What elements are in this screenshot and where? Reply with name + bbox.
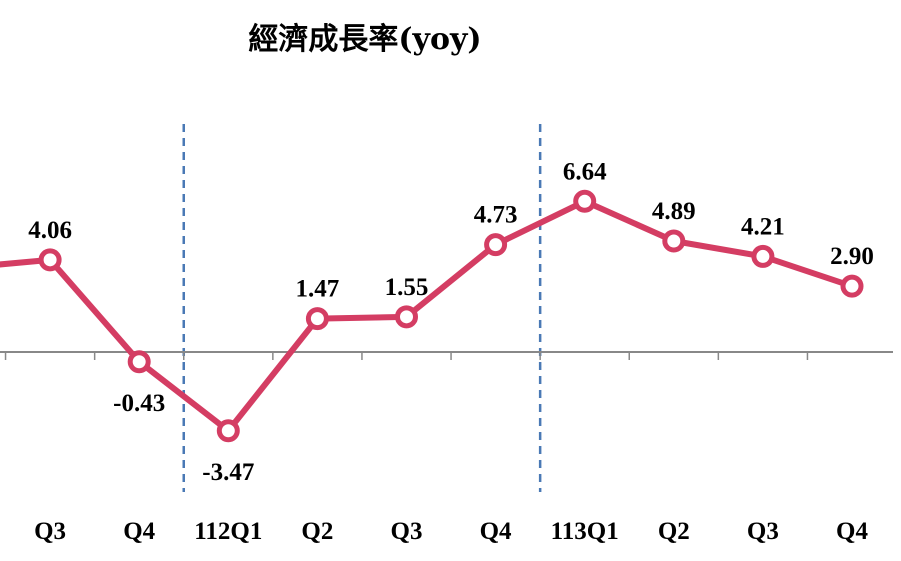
data-point bbox=[395, 305, 418, 329]
data-label: 6.64 bbox=[563, 158, 607, 185]
x-tick-label: Q3 bbox=[34, 518, 66, 545]
x-tick-label: Q4 bbox=[480, 518, 512, 545]
data-point bbox=[305, 307, 329, 331]
x-tick-label: Q4 bbox=[123, 518, 155, 545]
data-point bbox=[662, 229, 686, 253]
data-points bbox=[38, 189, 864, 443]
x-tick-labels: Q3 Q4 112Q1 Q2 Q3 Q4 113Q1 Q2 Q3 Q4 bbox=[34, 518, 868, 545]
x-tick-label: 112Q1 bbox=[194, 518, 262, 545]
data-label: 4.73 bbox=[474, 202, 518, 229]
data-label: -0.43 bbox=[113, 390, 165, 417]
x-axis bbox=[0, 351, 893, 360]
data-point bbox=[484, 233, 508, 257]
chart-title: 經濟成長率(yoy) bbox=[248, 22, 482, 57]
data-label: 1.55 bbox=[385, 274, 429, 301]
data-point bbox=[573, 189, 597, 213]
data-point bbox=[127, 350, 151, 374]
data-point bbox=[751, 244, 775, 268]
data-label: -3.47 bbox=[202, 459, 254, 486]
data-point bbox=[216, 419, 240, 443]
x-tick-label: Q2 bbox=[301, 518, 333, 545]
data-label: 1.47 bbox=[296, 276, 340, 303]
year-dividers bbox=[182, 124, 542, 492]
x-tick-label: 113Q1 bbox=[551, 518, 619, 545]
data-point bbox=[840, 274, 864, 298]
x-tick-label: Q4 bbox=[836, 518, 868, 545]
x-tick-label: Q2 bbox=[658, 518, 690, 545]
data-label: 4.06 bbox=[28, 217, 72, 244]
data-label: 4.21 bbox=[741, 213, 785, 240]
data-label: 2.90 bbox=[830, 243, 874, 270]
data-labels: 4.06 -0.43 -3.47 1.47 1.55 4.73 6.64 4.89 4.21 2.… bbox=[28, 158, 874, 485]
data-label: 4.89 bbox=[652, 198, 696, 225]
x-tick-label: Q3 bbox=[391, 518, 423, 545]
x-tick-label: Q3 bbox=[747, 518, 779, 545]
data-point bbox=[38, 248, 62, 272]
